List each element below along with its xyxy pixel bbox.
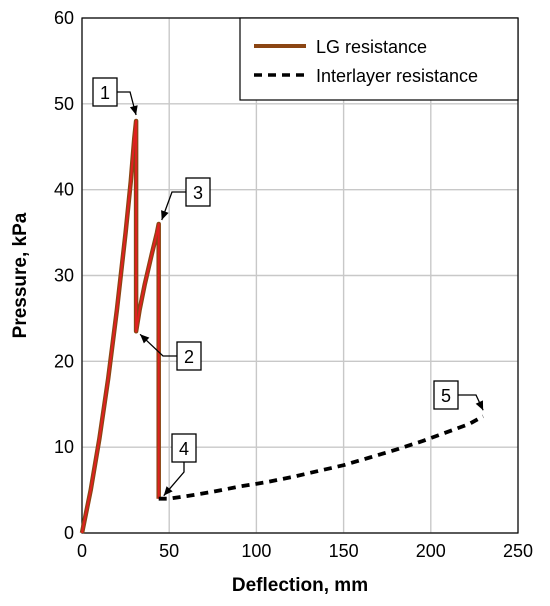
y-tick-label: 60 [54, 8, 74, 28]
x-tick-label: 100 [241, 541, 271, 561]
annotation-label-1: 1 [100, 83, 110, 103]
annotation-box-3 [185, 177, 211, 207]
x-tick-label: 200 [416, 541, 446, 561]
y-axis-title: Pressure, kPa [10, 212, 31, 338]
y-tick-label: 50 [54, 94, 74, 114]
legend-label-interlayer-resistance: Interlayer resistance [316, 66, 478, 86]
annotation-label-2: 2 [184, 347, 194, 367]
legend-box [239, 17, 519, 101]
series-line-lg-resistance-highlight [81, 120, 160, 534]
y-tick-label: 20 [54, 351, 74, 371]
y-tick-label: 0 [64, 523, 74, 543]
x-axis-title: Deflection, mm [232, 575, 368, 596]
annotation-leader-line [161, 191, 186, 221]
annotation-leader-line [163, 462, 185, 497]
y-tick-label: 10 [54, 437, 74, 457]
x-tick-label: 150 [329, 541, 359, 561]
annotation-box-1 [92, 77, 118, 107]
annotation-leader-line [139, 333, 177, 357]
y-tick-label: 30 [54, 266, 74, 286]
annotation-arrowhead [140, 334, 150, 344]
x-tick-label: 250 [503, 541, 533, 561]
series-lines [79, 118, 485, 534]
annotation-label-4: 4 [179, 439, 189, 459]
annotation-arrowhead [161, 210, 169, 220]
annotation-label-5: 5 [441, 386, 451, 406]
annotation-arrowhead [163, 486, 173, 496]
series-line-interlayer-resistance [158, 414, 485, 501]
annotation-box-4 [171, 433, 197, 463]
tick-labels: 0 50 100 150 200 250 0 10 20 30 40 50 60 [54, 8, 533, 561]
annotation-arrowhead [129, 105, 138, 115]
annotation-arrowhead [475, 400, 484, 411]
legend: LG resistance Interlayer resistance [239, 17, 519, 101]
y-tick-label: 40 [54, 180, 74, 200]
x-tick-label: 0 [77, 541, 87, 561]
annotation-label-3: 3 [193, 183, 203, 203]
annotations: 1 2 3 4 5 [92, 77, 484, 497]
annotation-box-2 [176, 341, 202, 371]
annotation-box-5 [433, 380, 459, 410]
x-tick-label: 50 [159, 541, 179, 561]
legend-label-lg-resistance: LG resistance [316, 37, 427, 57]
